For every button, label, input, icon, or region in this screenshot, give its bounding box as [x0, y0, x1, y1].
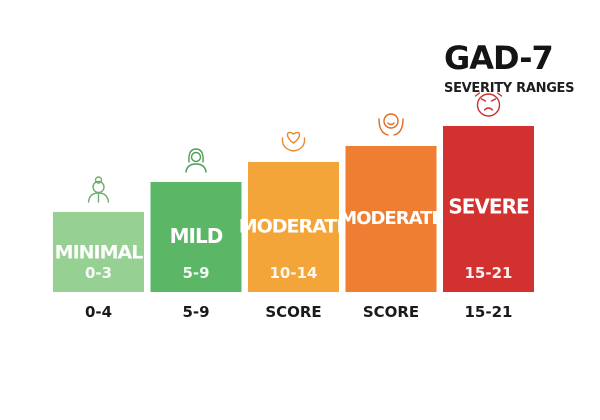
bar-4 [345, 146, 437, 292]
woman-icon [185, 148, 207, 173]
bar-group-3: MODERATE 10-14 SCORE [239, 131, 349, 321]
heart-hands-icon [281, 131, 306, 152]
chart-title: GAD-7 [444, 39, 554, 77]
bar-label-1: MINIMAL [55, 241, 144, 263]
x-tick-label-5: 15-21 [465, 303, 513, 321]
bar-range-label-2: 5-9 [182, 264, 209, 282]
bar-label-3: MODERATE [239, 215, 349, 237]
x-tick-label-1: 0-4 [85, 303, 112, 321]
bar-group-4: MODERATE SCORE [339, 113, 444, 321]
bar-3 [248, 162, 339, 292]
bar-5 [443, 126, 534, 292]
bar-2 [150, 182, 242, 292]
anxious-face-icon [474, 92, 503, 117]
bar-range-label-1: 0-3 [85, 264, 112, 282]
bar-label-2: MILD [170, 224, 223, 248]
calm-face-icon [378, 113, 404, 136]
x-tick-label-2: 5-9 [182, 303, 209, 321]
chart-subtitle: SEVERITY RANGES [444, 81, 575, 96]
bar-group-2: MILD 5-9 5-9 [150, 148, 242, 321]
bar-label-4: MODERATE [339, 208, 442, 229]
bar-label-5: SEVERE [448, 195, 529, 219]
bar-range-label-3: 10-14 [270, 264, 318, 282]
x-tick-label-3: SCORE [265, 303, 321, 321]
x-tick-label-4: SCORE [363, 303, 419, 321]
bar-group-5: SEVERE 15-21 15-21 [443, 92, 534, 321]
bar-1 [53, 212, 144, 292]
bar-range-label-5: 15-21 [465, 264, 513, 282]
title-block: GAD-7 SEVERITY RANGES [444, 41, 594, 96]
person-bun-icon [87, 176, 110, 203]
